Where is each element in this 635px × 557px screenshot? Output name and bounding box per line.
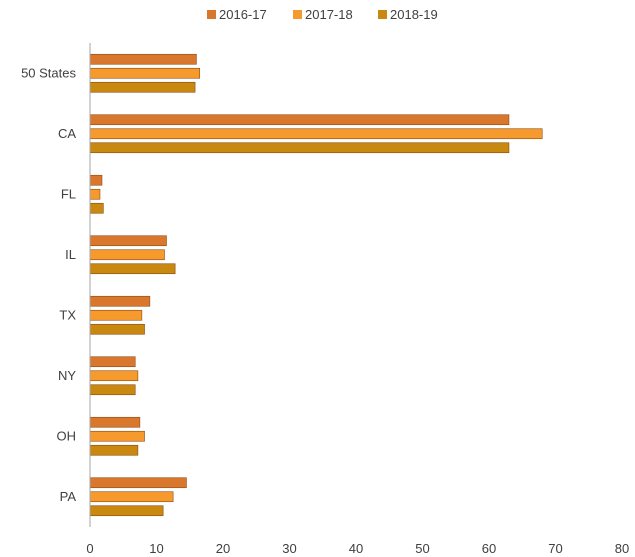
bar-il-2017-18 (89, 249, 165, 261)
legend: 2016-17 2017-18 2018-19 (207, 7, 438, 22)
category-labels: 50 States CA FL IL TX NY OH PA (21, 65, 76, 504)
bar-fl-2016-17 (89, 174, 103, 186)
bar-ca-2016-17 (89, 114, 510, 126)
x-axis-tick-labels: 0 10 20 30 40 50 60 70 80 (86, 541, 629, 556)
bar-ca-2017-18 (89, 128, 543, 140)
category-label: NY (58, 368, 76, 383)
legend-swatch-0 (207, 10, 216, 19)
bar-50-states-2017-18 (89, 67, 201, 79)
bar-ca-2018-19 (89, 142, 510, 154)
bars (89, 53, 543, 517)
bar-oh-2017-18 (89, 430, 145, 442)
bar-oh-2016-17 (89, 416, 141, 428)
x-tick-label: 50 (415, 541, 429, 556)
bar-tx-2018-19 (89, 323, 145, 335)
bar-oh-2018-19 (89, 444, 139, 456)
bar-fl-2018-19 (89, 202, 104, 214)
category-label: 50 States (21, 65, 76, 80)
bar-ny-2016-17 (89, 356, 136, 368)
bar-il-2018-19 (89, 263, 176, 275)
x-tick-label: 0 (86, 541, 93, 556)
category-label: CA (58, 126, 76, 141)
category-label: FL (61, 186, 76, 201)
bar-ny-2017-18 (89, 370, 139, 382)
bar-pa-2017-18 (89, 491, 174, 503)
bar-pa-2016-17 (89, 477, 187, 489)
x-tick-label: 40 (349, 541, 363, 556)
legend-label-1: 2017-18 (305, 7, 353, 22)
legend-swatch-2 (378, 10, 387, 19)
x-tick-label: 70 (548, 541, 562, 556)
legend-label-2: 2018-19 (390, 7, 438, 22)
x-tick-label: 10 (149, 541, 163, 556)
category-label: TX (59, 307, 76, 322)
bar-tx-2016-17 (89, 295, 151, 307)
legend-swatch-1 (293, 10, 302, 19)
category-label: OH (57, 428, 77, 443)
x-tick-label: 80 (615, 541, 629, 556)
bar-pa-2018-19 (89, 505, 164, 517)
bar-il-2016-17 (89, 235, 167, 247)
bar-50-states-2018-19 (89, 81, 196, 93)
category-label: PA (60, 489, 77, 504)
x-tick-label: 60 (482, 541, 496, 556)
x-tick-label: 20 (216, 541, 230, 556)
x-tick-label: 30 (282, 541, 296, 556)
category-label: IL (65, 247, 76, 262)
bar-tx-2017-18 (89, 309, 143, 321)
legend-label-0: 2016-17 (219, 7, 267, 22)
bar-fl-2017-18 (89, 188, 101, 200)
bar-ny-2018-19 (89, 384, 136, 396)
bar-50-states-2016-17 (89, 53, 197, 65)
